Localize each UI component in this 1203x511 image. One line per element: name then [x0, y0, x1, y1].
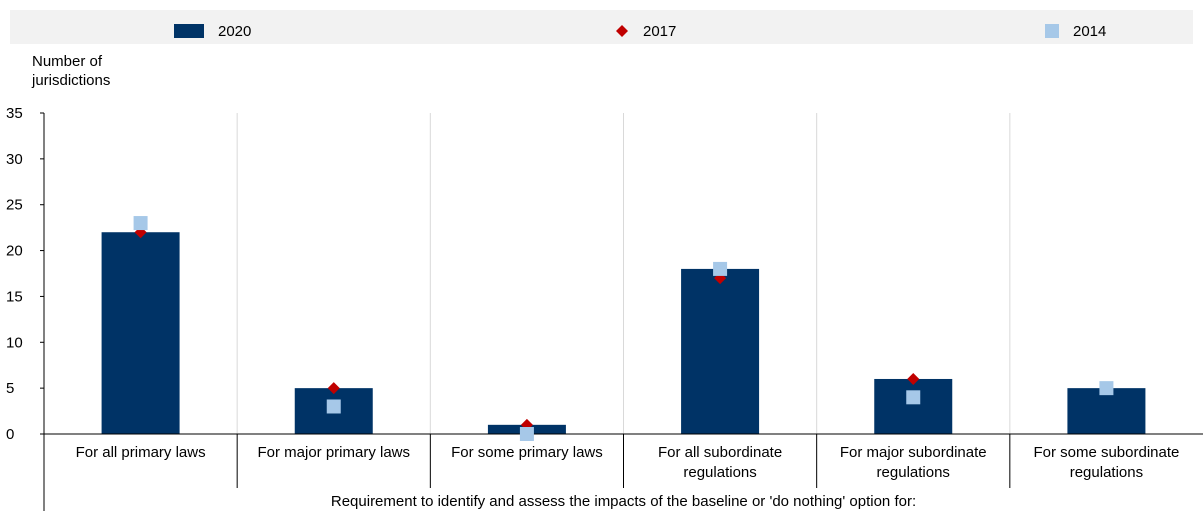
marker-2014 [713, 261, 728, 276]
y-tick-label: 30 [6, 151, 23, 168]
bar-2020 [681, 268, 760, 434]
marker-2017 [907, 372, 920, 385]
y-tick-label: 5 [6, 380, 14, 397]
y-tick-label: 15 [6, 288, 23, 305]
marker-2014 [1099, 381, 1114, 396]
marker-2014 [326, 399, 341, 414]
bar-2020 [101, 232, 180, 434]
category-label: For major subordinate [840, 444, 987, 461]
category-label: For all primary laws [76, 444, 206, 461]
y-tick-label: 10 [6, 334, 23, 351]
y-axis-title-line: Number of [32, 53, 103, 70]
category-label: regulations [1070, 464, 1143, 481]
x-axis-title: Requirement to identify and assess the i… [331, 493, 916, 510]
y-axis-title-line: jurisdictions [31, 72, 110, 89]
legend-marker-2014 [1045, 24, 1059, 38]
category-label: regulations [683, 464, 756, 481]
marker-2017 [327, 382, 340, 395]
marker-2014 [906, 390, 921, 405]
category-label: For all subordinate [658, 444, 782, 461]
category-label: For major primary laws [257, 444, 410, 461]
category-label: For some primary laws [451, 444, 603, 461]
bar-2020 [874, 378, 953, 434]
legend-label-2014: 2014 [1073, 23, 1106, 40]
legend-background [10, 10, 1193, 44]
y-tick-label: 35 [6, 105, 23, 122]
bar-2020 [1067, 388, 1146, 434]
category-label: For some subordinate [1033, 444, 1179, 461]
y-tick-label: 20 [6, 243, 23, 260]
legend-label-2017: 2017 [643, 23, 676, 40]
marker-2014 [519, 427, 534, 441]
legend-marker-2017 [616, 25, 628, 37]
y-tick-label: 25 [6, 197, 23, 214]
legend-marker-2020 [174, 24, 204, 38]
category-label: regulations [877, 464, 950, 481]
y-tick-label: 0 [6, 426, 14, 443]
marker-2014 [133, 216, 148, 231]
legend-label-2020: 2020 [218, 23, 251, 40]
